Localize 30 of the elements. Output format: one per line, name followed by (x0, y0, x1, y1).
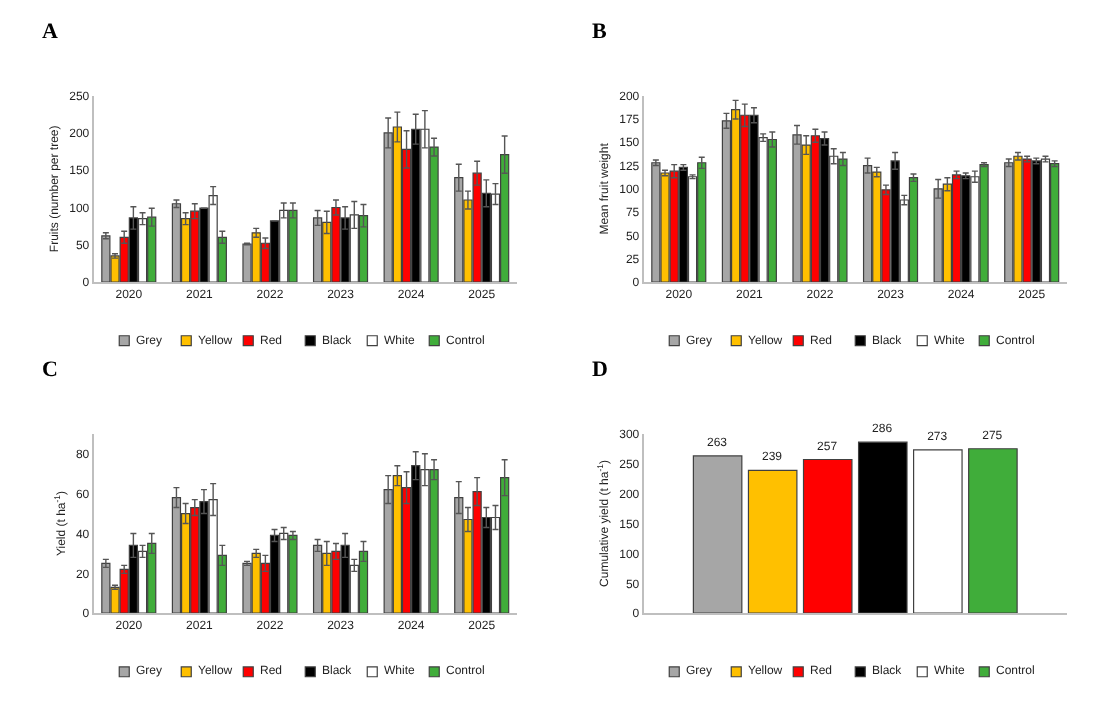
bar (819, 137, 830, 282)
bar (312, 217, 323, 282)
bar (862, 164, 873, 282)
bar (137, 550, 148, 614)
bar (269, 534, 280, 614)
bar (678, 166, 689, 282)
bar (913, 449, 963, 614)
chart-title: C (42, 358, 58, 382)
bar (908, 177, 919, 282)
bar (692, 455, 743, 614)
bar (171, 203, 182, 282)
chart-title: D (592, 358, 608, 382)
bar (358, 215, 369, 282)
bar (128, 217, 139, 282)
bar (454, 496, 464, 614)
bar (454, 177, 464, 282)
bar (128, 544, 139, 614)
bar (137, 218, 148, 282)
bar (358, 550, 369, 614)
bar (730, 109, 741, 282)
bar (312, 544, 323, 614)
chart-title: A (42, 20, 58, 44)
bar (857, 441, 908, 614)
bar (171, 496, 182, 614)
bar (802, 458, 853, 614)
bar (968, 448, 1018, 614)
bar (747, 469, 798, 614)
bar (1040, 158, 1051, 282)
bar (951, 174, 962, 282)
chart-title: B (592, 20, 608, 44)
